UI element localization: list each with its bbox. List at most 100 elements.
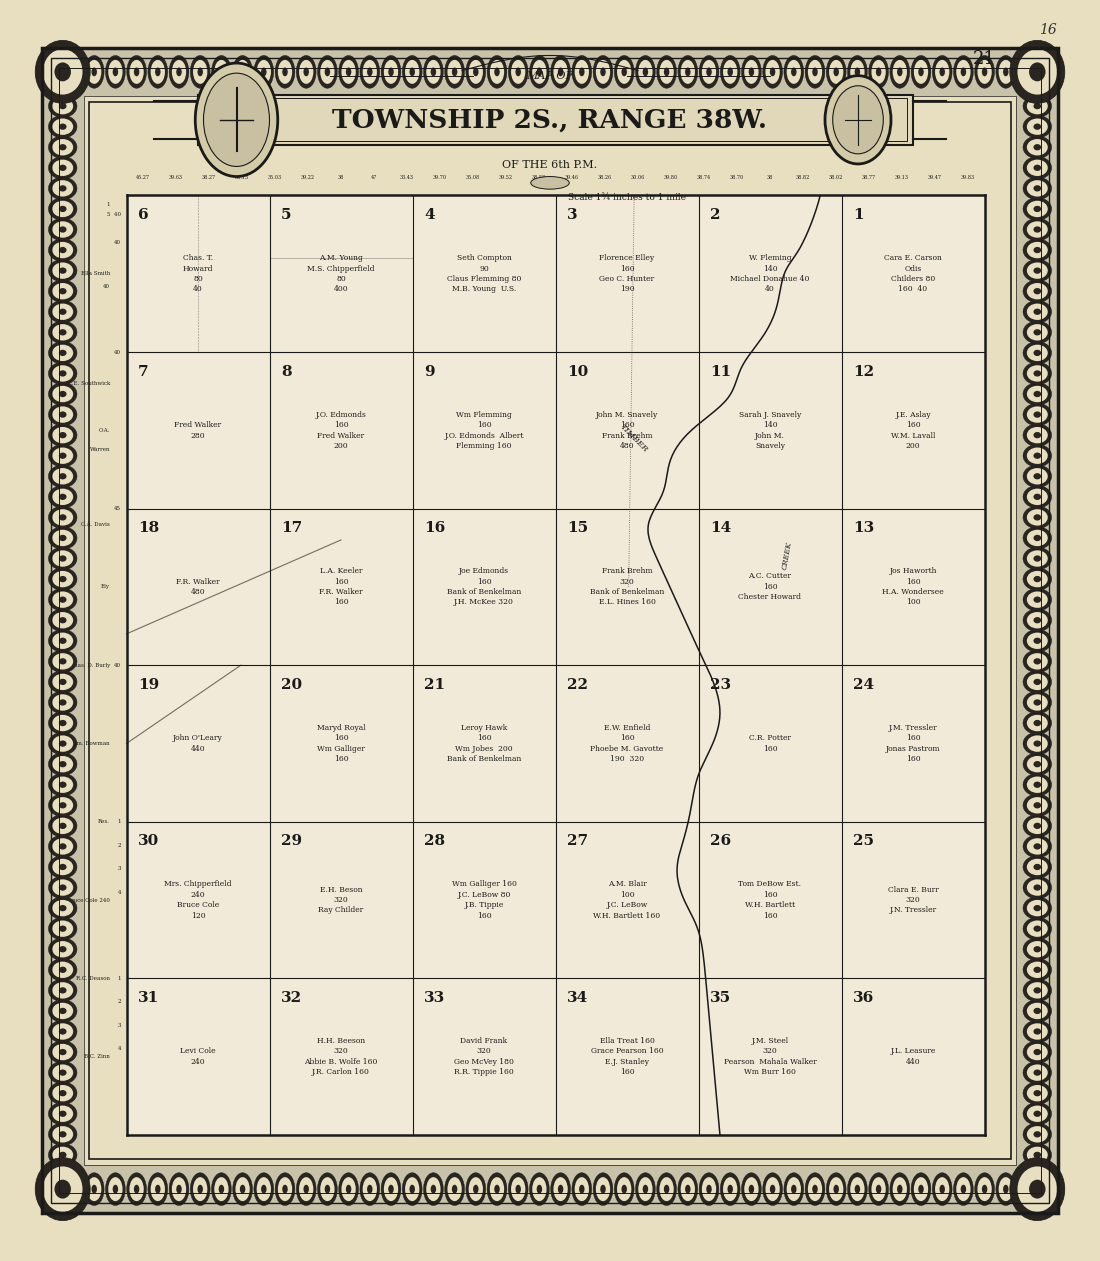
Ellipse shape [58, 103, 66, 110]
Text: H.H. Beeson
320
Abbie B. Wolfe 160
J.R. Carlon 160: H.H. Beeson 320 Abbie B. Wolfe 160 J.R. … [305, 1037, 377, 1076]
Text: 40: 40 [114, 240, 121, 245]
Ellipse shape [58, 1049, 66, 1055]
Ellipse shape [48, 527, 77, 550]
Ellipse shape [403, 55, 422, 88]
Text: John O'Leary
440: John O'Leary 440 [173, 734, 223, 753]
Ellipse shape [53, 653, 73, 670]
Ellipse shape [745, 59, 759, 83]
Ellipse shape [1034, 494, 1041, 501]
Ellipse shape [935, 1178, 949, 1200]
Ellipse shape [48, 95, 77, 117]
Ellipse shape [219, 67, 224, 76]
Ellipse shape [954, 55, 974, 88]
Bar [84, 96, 1016, 1165]
Ellipse shape [1034, 144, 1041, 150]
Ellipse shape [834, 67, 839, 76]
Ellipse shape [954, 1173, 974, 1206]
Ellipse shape [512, 59, 526, 83]
Ellipse shape [1023, 506, 1052, 528]
Ellipse shape [1023, 567, 1052, 590]
Ellipse shape [58, 762, 66, 767]
Text: Cara E. Carson
Odis
Childers 80
160  40: Cara E. Carson Odis Childers 80 160 40 [884, 255, 942, 294]
Text: 14: 14 [710, 521, 732, 535]
Ellipse shape [48, 322, 77, 344]
Ellipse shape [1026, 633, 1047, 649]
Ellipse shape [452, 1185, 458, 1193]
Ellipse shape [833, 86, 883, 154]
Ellipse shape [1026, 366, 1047, 382]
Ellipse shape [341, 59, 355, 83]
Ellipse shape [596, 1178, 611, 1200]
Ellipse shape [960, 67, 966, 76]
Ellipse shape [807, 59, 822, 83]
Text: CREEK: CREEK [781, 541, 793, 570]
Ellipse shape [1034, 638, 1041, 644]
Ellipse shape [762, 1173, 782, 1206]
Ellipse shape [1023, 156, 1052, 179]
Ellipse shape [911, 1173, 931, 1206]
Ellipse shape [58, 514, 66, 521]
Ellipse shape [1023, 917, 1052, 939]
Text: 5: 5 [280, 208, 292, 222]
Text: Bruce Cole 240: Bruce Cole 240 [67, 898, 110, 903]
Ellipse shape [53, 448, 73, 464]
Ellipse shape [324, 67, 330, 76]
Ellipse shape [430, 67, 436, 76]
Ellipse shape [1023, 1000, 1052, 1023]
Ellipse shape [1026, 324, 1047, 340]
Ellipse shape [911, 55, 931, 88]
Text: 28: 28 [424, 835, 446, 849]
Ellipse shape [1023, 876, 1052, 899]
Text: 4: 4 [118, 890, 121, 895]
Ellipse shape [617, 1178, 631, 1200]
Ellipse shape [363, 1178, 377, 1200]
Ellipse shape [530, 177, 570, 189]
Ellipse shape [1023, 711, 1052, 734]
Text: 1: 1 [118, 976, 121, 981]
Ellipse shape [58, 206, 66, 212]
Ellipse shape [320, 1178, 334, 1200]
Ellipse shape [48, 238, 77, 261]
Ellipse shape [48, 136, 77, 159]
Ellipse shape [791, 1185, 796, 1193]
Text: 34: 34 [566, 991, 588, 1005]
Ellipse shape [130, 59, 144, 83]
Text: J.O. Edmonds
160
Fred Walker
200: J.O. Edmonds 160 Fred Walker 200 [316, 411, 366, 450]
Text: 33: 33 [424, 991, 446, 1005]
Ellipse shape [48, 1062, 77, 1084]
Text: Frank Brehm
320
Bank of Benkelman
E.L. Hines 160: Frank Brehm 320 Bank of Benkelman E.L. H… [590, 567, 664, 607]
Ellipse shape [601, 67, 606, 76]
Ellipse shape [35, 40, 90, 103]
Ellipse shape [53, 735, 73, 752]
Text: 26: 26 [710, 835, 732, 849]
Ellipse shape [1034, 987, 1041, 994]
Ellipse shape [48, 300, 77, 323]
Ellipse shape [1034, 206, 1041, 212]
Ellipse shape [53, 98, 73, 115]
Ellipse shape [53, 550, 73, 566]
Ellipse shape [702, 1178, 716, 1200]
Ellipse shape [169, 55, 189, 88]
Ellipse shape [1023, 465, 1052, 488]
Ellipse shape [48, 1102, 77, 1125]
Text: 39.22: 39.22 [301, 175, 315, 180]
Ellipse shape [106, 1173, 125, 1206]
Ellipse shape [108, 59, 122, 83]
Ellipse shape [982, 67, 988, 76]
Ellipse shape [48, 115, 77, 137]
Ellipse shape [381, 55, 400, 88]
Ellipse shape [1026, 859, 1047, 875]
Ellipse shape [58, 946, 66, 952]
Ellipse shape [388, 1185, 394, 1193]
Ellipse shape [58, 1090, 66, 1096]
Ellipse shape [847, 55, 867, 88]
Ellipse shape [53, 139, 73, 155]
Ellipse shape [1034, 782, 1041, 788]
Ellipse shape [1023, 589, 1052, 612]
Ellipse shape [1034, 967, 1041, 973]
Ellipse shape [53, 1084, 73, 1101]
Ellipse shape [1034, 884, 1041, 890]
Ellipse shape [147, 1173, 167, 1206]
Ellipse shape [805, 1173, 825, 1206]
Ellipse shape [53, 489, 73, 506]
